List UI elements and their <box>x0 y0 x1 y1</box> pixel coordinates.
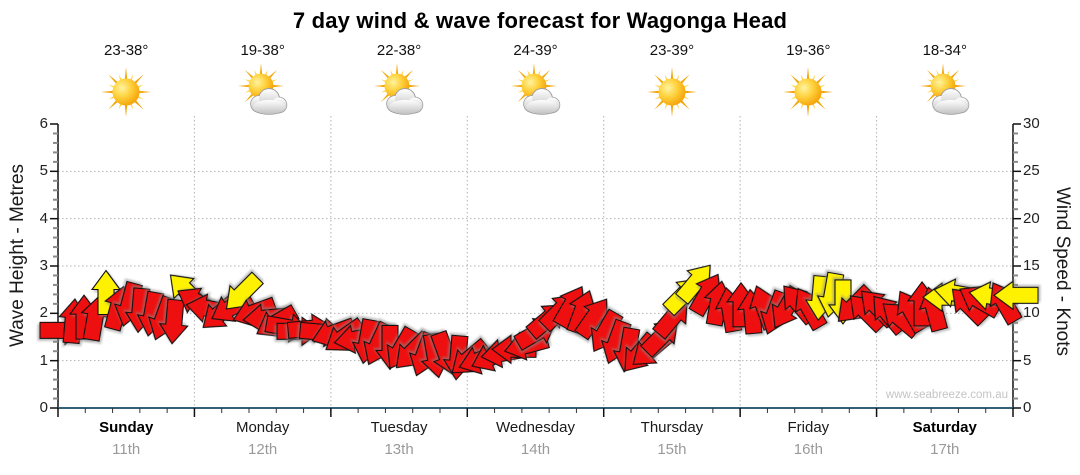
cloud-icon <box>931 88 970 115</box>
day-date-label: 14th <box>520 441 551 458</box>
watermark: www.seabreeze.com.au <box>885 389 1008 401</box>
day-name-label: Thursday <box>640 419 704 436</box>
day-date-label: 11th <box>112 441 141 458</box>
right-tick-label: 10 <box>1023 304 1040 322</box>
day-date-label: 16th <box>793 441 823 458</box>
right-tick-label: 15 <box>1023 257 1040 274</box>
right-tick-label: 30 <box>1023 115 1040 132</box>
weather-icon-partly-cloudy <box>235 63 291 127</box>
left-tick-label: 1 <box>39 351 48 369</box>
day-name-label: Tuesday <box>370 419 428 436</box>
cloud-icon <box>249 88 287 115</box>
day-name-label: Monday <box>235 419 290 436</box>
temp-range-label: 22-38° <box>376 42 422 59</box>
right-tick-label: 20 <box>1023 209 1040 227</box>
day-name-label: Sunday <box>99 419 154 436</box>
right-tick-label: 5 <box>1023 351 1032 369</box>
day-date-label: 15th <box>657 441 687 458</box>
weather-icon-sunny <box>98 64 154 127</box>
cloud-icon <box>522 88 560 115</box>
temp-range-label: 19-36° <box>786 42 831 59</box>
chart-title: 7 day wind & wave forecast for Wagonga H… <box>292 8 788 33</box>
temp-range-label: 24-39° <box>513 42 558 59</box>
left-tick-label: 3 <box>39 257 48 274</box>
temp-range-label: 18-34° <box>922 42 967 59</box>
day-date-label: 13th <box>384 441 414 458</box>
sun-icon <box>646 67 697 117</box>
right-tick-label: 25 <box>1023 162 1040 180</box>
weather-icon-sunny <box>644 64 700 127</box>
day-date-label: 12th <box>248 441 278 458</box>
day-name-label: Saturday <box>912 419 977 436</box>
weather-icon-sunny <box>780 64 836 127</box>
temp-range-label: 23-39° <box>649 42 695 59</box>
left-tick-label: 6 <box>39 115 48 132</box>
day-name-label: Wednesday <box>496 419 575 436</box>
wind-arrow-yellow <box>993 280 1039 311</box>
temp-range-label: 23-38° <box>104 42 149 59</box>
weather-icon-partly-cloudy <box>917 63 973 127</box>
sun-icon <box>783 67 834 117</box>
weather-icon-partly-cloudy <box>371 63 427 127</box>
cloud-icon <box>386 88 424 115</box>
day-name-label: Friday <box>787 419 830 436</box>
left-tick-label: 2 <box>39 304 48 322</box>
left-tick-label: 5 <box>39 162 48 180</box>
right-tick-label: 0 <box>1023 399 1032 416</box>
left-tick-label: 4 <box>39 209 48 227</box>
left-tick-label: 0 <box>39 399 48 416</box>
wind-arrow-yellow <box>225 271 264 310</box>
weather-icon-partly-cloudy <box>508 63 564 127</box>
day-date-label: 17th <box>930 441 960 458</box>
temp-range-label: 19-38° <box>240 42 285 59</box>
sun-icon <box>101 67 152 117</box>
wind-arrow-red <box>158 298 189 345</box>
